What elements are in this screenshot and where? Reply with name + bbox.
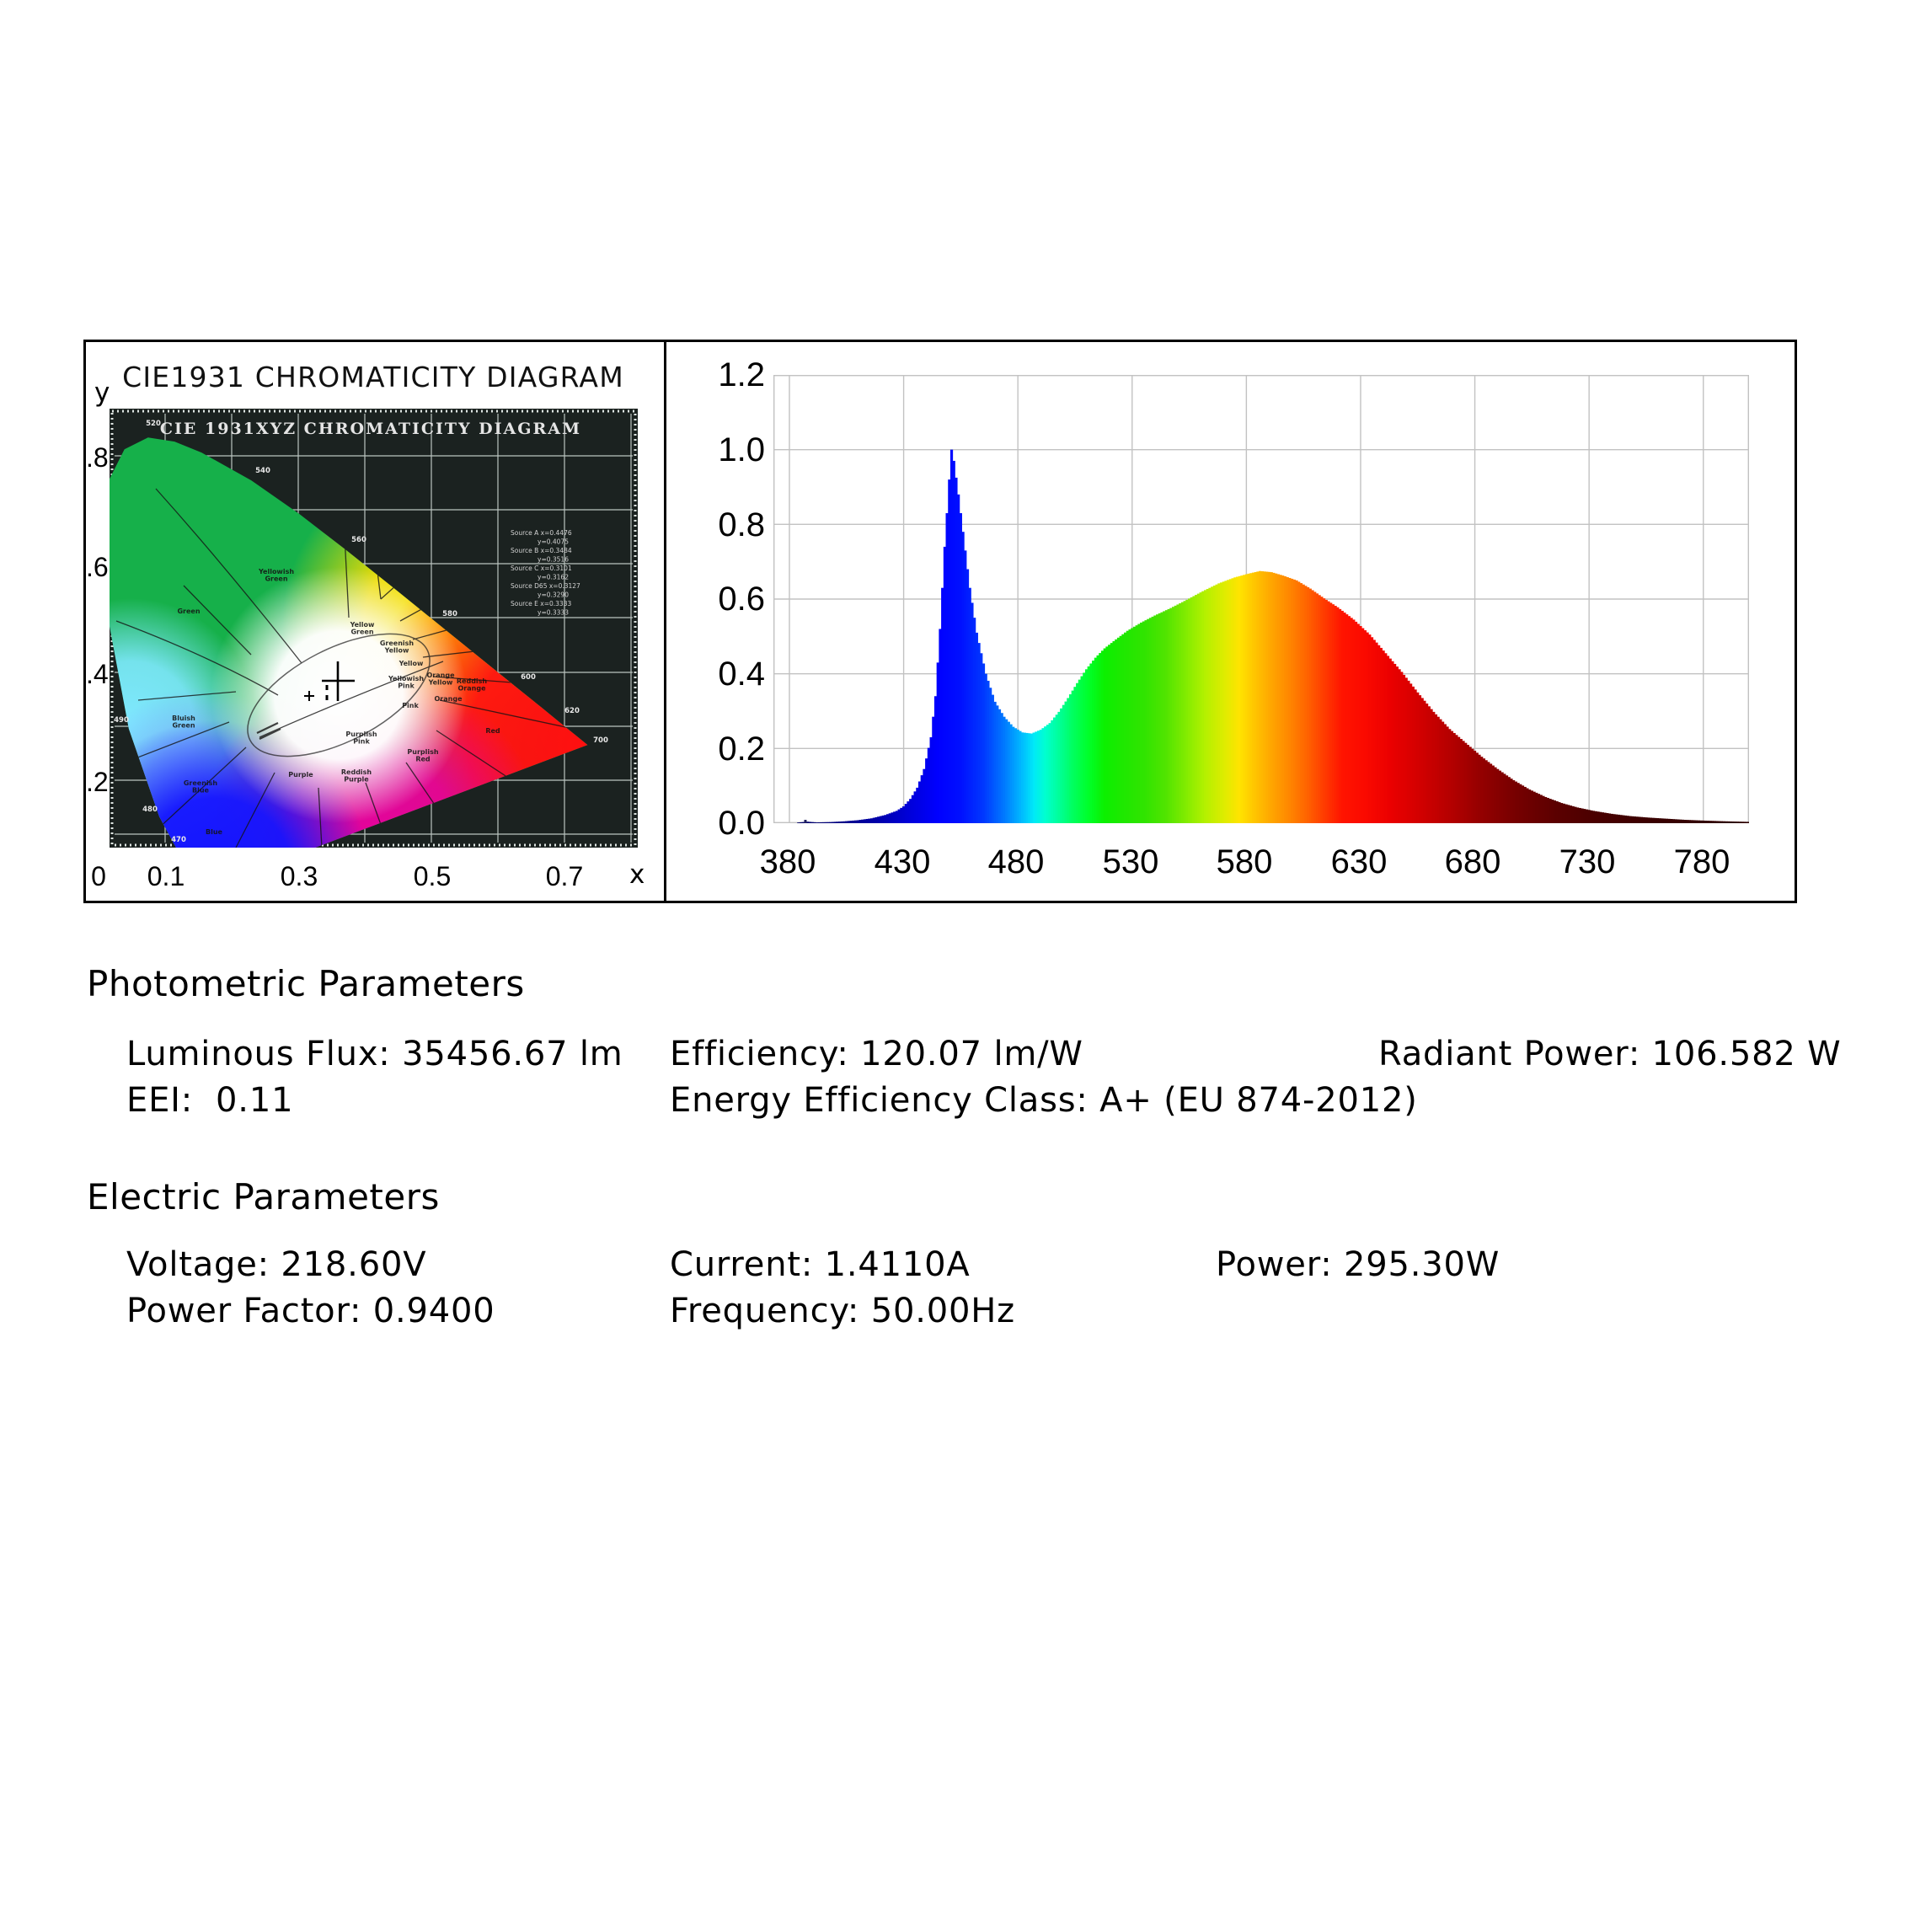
svg-text:Red: Red (485, 727, 500, 735)
svg-text:Source D65 x=0.3127: Source D65 x=0.3127 (511, 582, 580, 590)
svg-text:470: 470 (171, 836, 186, 844)
svg-text:y=0.3290: y=0.3290 (538, 591, 569, 599)
eei-value: EEI: 0.11 (126, 1081, 294, 1120)
cie-x-tick-label: 0.1 (147, 861, 185, 891)
energy-efficiency-class-value: Energy Efficiency Class: A+ (EU 874-2012… (670, 1081, 1418, 1120)
cie-y-axis-label: y (94, 377, 110, 408)
panel-divider (664, 342, 666, 901)
svg-text:Source C x=0.3101: Source C x=0.3101 (511, 565, 572, 572)
voltage-value: Voltage: 218.60V (126, 1245, 427, 1284)
svg-text:620: 620 (564, 707, 580, 715)
spectrum-x-tick-label: 730 (1559, 843, 1616, 880)
cie-x-tick-label: 0.5 (413, 861, 452, 891)
cie-y-tick-label: .2 (86, 767, 109, 797)
cie-x-tick-label: 0.7 (545, 861, 584, 891)
svg-text:700: 700 (593, 736, 608, 745)
svg-text:490: 490 (114, 716, 129, 725)
svg-text:Orange: Orange (435, 695, 463, 703)
cie-y-tick-label: .6 (86, 552, 109, 582)
svg-text:y=0.3516: y=0.3516 (538, 556, 569, 564)
spectral-distribution-chart (773, 375, 1749, 823)
measured-point-crosshair (304, 661, 355, 701)
figure-box: CIE1931 CHROMATICITY DIAGRAM y x .8 .6 .4.… (83, 340, 1797, 903)
efficiency-value: Efficiency: 120.07 lm/W (670, 1035, 1083, 1073)
svg-text:480: 480 (142, 805, 158, 814)
svg-text:560: 560 (351, 536, 366, 544)
svg-text:Blue: Blue (206, 828, 223, 836)
current-value: Current: 1.4110A (670, 1245, 971, 1284)
cie-x-tick-label: 0 (91, 861, 106, 891)
power-factor-value: Power Factor: 0.9400 (126, 1292, 495, 1330)
spectrum-y-tick-label: 0.2 (718, 731, 765, 768)
electric-header: Electric Parameters (87, 1176, 440, 1218)
spectrum-x-tick-label: 430 (874, 843, 931, 880)
svg-text:Source B x=0.3484: Source B x=0.3484 (511, 547, 572, 554)
luminous-flux-value: Luminous Flux: 35456.67 lm (126, 1035, 623, 1073)
spectrum-y-tick-label: 1.0 (718, 431, 765, 468)
cie-y-tick-label: .8 (86, 442, 109, 473)
svg-text:Source A x=0.4476: Source A x=0.4476 (511, 529, 572, 537)
svg-text:y=0.4075: y=0.4075 (538, 538, 569, 546)
svg-text:Pink: Pink (402, 702, 419, 709)
spectrum-y-tick-label: 0.0 (718, 805, 765, 842)
cie-wavelength-labels: 520 540 560 580 600 620 700 490 480 470 (114, 420, 608, 844)
svg-text:Source E x=0.3333: Source E x=0.3333 (511, 600, 571, 607)
svg-text:520: 520 (146, 420, 161, 428)
cie-y-tick-label: .4 (86, 659, 109, 689)
svg-text:580: 580 (442, 610, 457, 618)
cie-inner-title: CIE 1931XYZ CHROMATICITY DIAGRAM (160, 420, 581, 438)
spectrum-x-tick-label: 530 (1102, 843, 1159, 880)
radiant-power-value: Radiant Power: 106.582 W (1378, 1035, 1842, 1073)
svg-text:Purple: Purple (288, 771, 313, 779)
spectrum-x-tick-label: 480 (987, 843, 1045, 880)
spectrum-y-tick-label: 1.2 (718, 356, 765, 393)
frequency-value: Frequency: 50.00Hz (670, 1292, 1015, 1330)
svg-text:Green: Green (177, 607, 200, 615)
spectrum-x-tick-label: 630 (1330, 843, 1388, 880)
photometric-header: Photometric Parameters (87, 963, 525, 1004)
spectrum-x-tick-label: 380 (759, 843, 816, 880)
cie-region-labels: Green Yellowish Green Yellow Green Greenish Ye… (172, 568, 500, 836)
spectrum-y-tick-label: 0.4 (718, 656, 765, 693)
svg-text:Yellow: Yellow (399, 660, 424, 667)
power-value: Power: 295.30W (1216, 1245, 1500, 1284)
svg-text:540: 540 (255, 467, 270, 475)
svg-text:y=0.3333: y=0.3333 (538, 609, 569, 617)
svg-text:600: 600 (521, 673, 536, 682)
spectrum-y-tick-label: 0.8 (718, 506, 765, 543)
spd-bars (797, 449, 1749, 823)
cie-x-axis-label: x (629, 859, 645, 890)
spectrum-y-tick-label: 0.6 (718, 581, 765, 618)
spectrum-x-tick-label: 680 (1444, 843, 1501, 880)
spectrum-x-tick-label: 580 (1216, 843, 1273, 880)
svg-text:y=0.3162: y=0.3162 (538, 574, 569, 581)
spectrum-x-tick-label: 780 (1673, 843, 1730, 880)
cie-panel-title: CIE1931 CHROMATICITY DIAGRAM (122, 361, 624, 393)
cie-x-tick-label: 0.3 (280, 861, 318, 891)
